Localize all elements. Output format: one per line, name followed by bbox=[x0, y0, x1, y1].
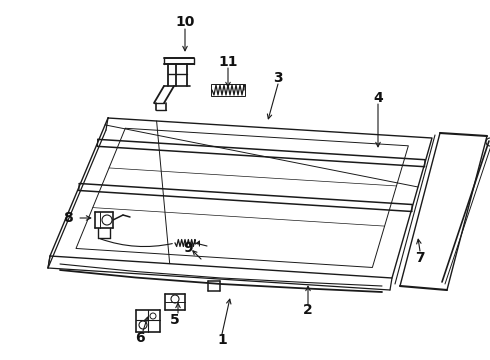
Text: 3: 3 bbox=[273, 71, 283, 85]
Text: 6: 6 bbox=[135, 331, 145, 345]
Text: 2: 2 bbox=[303, 303, 313, 317]
Text: 8: 8 bbox=[63, 211, 73, 225]
Bar bbox=[211, 84, 245, 96]
Text: 1: 1 bbox=[217, 333, 227, 347]
Text: 11: 11 bbox=[218, 55, 238, 69]
Text: 7: 7 bbox=[415, 251, 425, 265]
Text: 9: 9 bbox=[183, 241, 193, 255]
Text: 10: 10 bbox=[175, 15, 195, 29]
Text: 4: 4 bbox=[373, 91, 383, 105]
Text: 5: 5 bbox=[170, 313, 180, 327]
